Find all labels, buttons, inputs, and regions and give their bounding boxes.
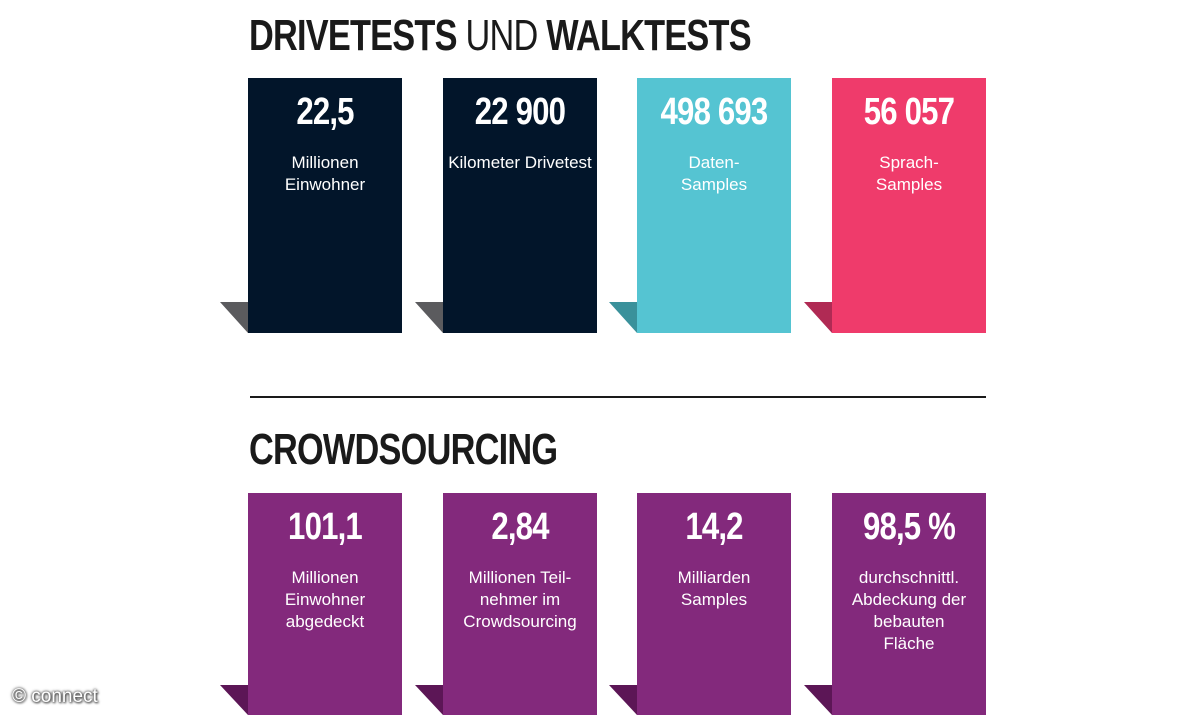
stat-card-kilometer: 22 900 Kilometer Drivetest (443, 78, 597, 333)
stat-value: 98,5 % (862, 506, 956, 548)
stat-card-teilnehmer: 2,84 Millionen Teil- nehmer im Crowdsour… (443, 493, 597, 715)
section-title-drivetests: DRIVETESTS UND WALKTESTS (249, 11, 752, 60)
stat-value: 56 057 (863, 91, 955, 133)
stat-value: 14,2 (685, 506, 743, 548)
title-und: UND (456, 11, 547, 60)
stat-label: Millionen Einwohner (284, 153, 366, 194)
stat-card-daten-samples: 498 693 Daten- Samples (637, 78, 791, 333)
title-walktests: WALKTESTS (546, 11, 751, 60)
stat-label: Kilometer Drivetest (448, 153, 592, 172)
card-fold-decoration (220, 302, 248, 333)
card-fold-decoration (804, 302, 832, 333)
copyright-watermark: © connect (12, 686, 98, 707)
section-divider (250, 396, 986, 398)
card-fold-decoration (220, 685, 248, 715)
stat-card-sprach-samples: 56 057 Sprach- Samples (832, 78, 986, 333)
card-fold-decoration (804, 685, 832, 715)
stat-label: Millionen Teil- nehmer im Crowdsourcing (463, 568, 577, 631)
title-crowdsourcing: CROWDSOURCING (249, 425, 558, 474)
card-fold-decoration (415, 302, 443, 333)
stat-value: 101,1 (288, 506, 363, 548)
stat-value: 22 900 (474, 91, 566, 133)
stat-card-einwohner-abgedeckt: 101,1 Millionen Einwohner abgedeckt (248, 493, 402, 715)
card-fold-decoration (415, 685, 443, 715)
card-fold-decoration (609, 685, 637, 715)
section-title-crowdsourcing: CROWDSOURCING (249, 425, 558, 474)
stat-label: Sprach- Samples (875, 153, 943, 194)
stat-value: 2,84 (491, 506, 549, 548)
stat-label: durchschnittl. Abdeckung der bebauten Fl… (851, 568, 967, 653)
stat-value: 498 693 (660, 91, 769, 133)
stat-card-einwohner: 22,5 Millionen Einwohner (248, 78, 402, 333)
stat-card-abdeckung: 98,5 % durchschnittl. Abdeckung der beba… (832, 493, 986, 715)
stat-label: Millionen Einwohner abgedeckt (284, 568, 366, 631)
stat-label: Milliarden Samples (677, 568, 751, 609)
card-fold-decoration (609, 302, 637, 333)
stat-value: 22,5 (296, 91, 354, 133)
stat-card-milliarden-samples: 14,2 Milliarden Samples (637, 493, 791, 715)
stat-label: Daten- Samples (680, 153, 748, 194)
title-drivetests: DRIVETESTS (249, 11, 457, 60)
